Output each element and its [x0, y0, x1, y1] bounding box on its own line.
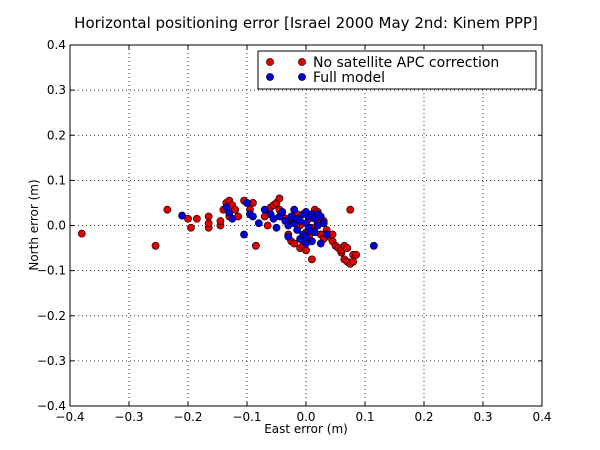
- data-point-series-1: [204, 219, 213, 228]
- legend-marker: [298, 58, 306, 66]
- x-tick-label: 0.1: [355, 410, 374, 424]
- data-point-series-1: [346, 205, 355, 214]
- x-tick-label: −0.1: [232, 410, 261, 424]
- y-tick-label: −0.1: [37, 264, 66, 278]
- data-point-series-1: [349, 257, 358, 266]
- data-point-series-2: [296, 217, 304, 225]
- x-tick-label: 0.2: [414, 410, 433, 424]
- legend-marker: [266, 73, 274, 81]
- legend-marker: [298, 73, 306, 81]
- data-point-series-2: [278, 208, 287, 216]
- data-point-series-1: [290, 239, 299, 248]
- data-point-series-2: [319, 219, 328, 228]
- data-point-series-2: [178, 211, 186, 220]
- y-tick-label: 0.2: [47, 128, 66, 142]
- x-axis-label: East error (m): [264, 422, 348, 436]
- x-tick-label: 0.3: [473, 410, 492, 424]
- grid: [70, 45, 542, 406]
- data-point-series-2: [316, 239, 325, 248]
- data-point-series-1: [302, 246, 310, 255]
- data-point-series-1: [204, 212, 213, 221]
- data-point-series-2: [307, 237, 316, 246]
- data-points: [77, 194, 378, 268]
- data-point-series-1: [77, 229, 86, 238]
- x-axis-ticks: −0.4 −0.3 −0.2 −0.1 0.0 0.1 0.2 0.3 0.4: [55, 45, 552, 424]
- y-tick-label: −0.2: [37, 309, 66, 323]
- x-tick-label: 0.4: [532, 410, 551, 424]
- data-point-series-1: [343, 244, 352, 252]
- data-point-series-1: [263, 221, 272, 230]
- data-point-series-2: [310, 228, 319, 237]
- x-tick-label: −0.3: [114, 410, 143, 424]
- y-tick-label: 0.4: [47, 38, 66, 52]
- data-point-series-1: [151, 241, 160, 250]
- data-point-series-1: [187, 223, 195, 232]
- y-axis-ticks: −0.4 −0.3 −0.2 −0.1 0.0 0.1 0.2 0.3 0.4: [37, 38, 542, 413]
- data-point-series-2: [243, 199, 251, 207]
- chart-title: Horizontal positioning error [Israel 200…: [74, 14, 538, 32]
- data-point-series-2: [293, 226, 302, 234]
- data-point-series-1: [307, 255, 316, 264]
- data-point-series-2: [284, 232, 293, 241]
- data-point-series-2: [228, 214, 237, 223]
- y-tick-label: 0.0: [47, 219, 66, 233]
- data-point-series-1: [184, 214, 192, 223]
- legend-label: Full model: [313, 70, 385, 86]
- x-tick-label: −0.2: [173, 410, 202, 424]
- x-tick-label: 0.0: [296, 410, 315, 424]
- data-point-series-1: [163, 205, 172, 214]
- y-tick-label: −0.3: [37, 354, 66, 368]
- legend-marker: [266, 58, 274, 66]
- data-point-series-2: [240, 230, 248, 239]
- data-point-series-1: [275, 194, 284, 203]
- data-point-series-2: [260, 205, 269, 214]
- data-point-series-2: [248, 212, 257, 221]
- data-point-series-2: [254, 219, 263, 228]
- y-tick-label: 0.3: [47, 83, 66, 97]
- x-tick-label: −0.4: [55, 410, 84, 424]
- data-point-series-1: [352, 250, 361, 259]
- data-point-series-1: [216, 217, 225, 225]
- data-point-series-2: [290, 205, 299, 214]
- data-point-series-2: [302, 232, 310, 241]
- data-point-series-2: [272, 223, 281, 232]
- data-point-series-2: [305, 223, 313, 232]
- data-point-series-2: [322, 230, 331, 239]
- data-point-series-2: [316, 212, 325, 221]
- y-axis-label: North error (m): [27, 179, 41, 270]
- legend-box: [257, 50, 537, 90]
- data-point-series-2: [369, 241, 378, 250]
- data-point-series-1: [251, 241, 260, 250]
- data-point-series-1: [192, 214, 201, 223]
- y-tick-label: −0.4: [37, 399, 66, 413]
- data-point-series-1: [231, 205, 240, 214]
- legend-label: No satellite APC correction: [313, 55, 499, 71]
- y-tick-label: 0.1: [47, 173, 66, 187]
